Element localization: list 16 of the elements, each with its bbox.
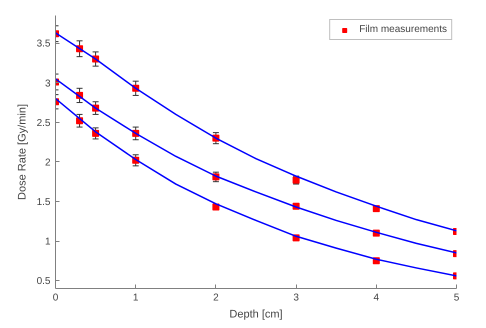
y-axis-title: Dose Rate [Gy/min] (16, 104, 29, 200)
x-tick-label: 5 (454, 292, 460, 304)
x-tick-label: 3 (293, 292, 300, 304)
x-tick-label: 1 (132, 292, 139, 304)
x-tick-label: 0 (52, 292, 59, 304)
y-tick-label: 1.5 (36, 196, 51, 208)
x-tick-label: 4 (374, 292, 380, 304)
y-tick-label: 3.5 (36, 38, 51, 50)
y-tick-label: 2.5 (36, 118, 51, 129)
y-tick-label: 0.5 (36, 276, 51, 288)
x-axis-title: Depth [cm] (229, 308, 283, 320)
y-tick-label: 2 (44, 157, 51, 168)
y-tick-label: 1 (44, 236, 51, 248)
legend-label: Film measurements (359, 24, 447, 35)
y-tick-label: 3 (44, 78, 51, 90)
x-tick-label: 2 (213, 292, 220, 304)
